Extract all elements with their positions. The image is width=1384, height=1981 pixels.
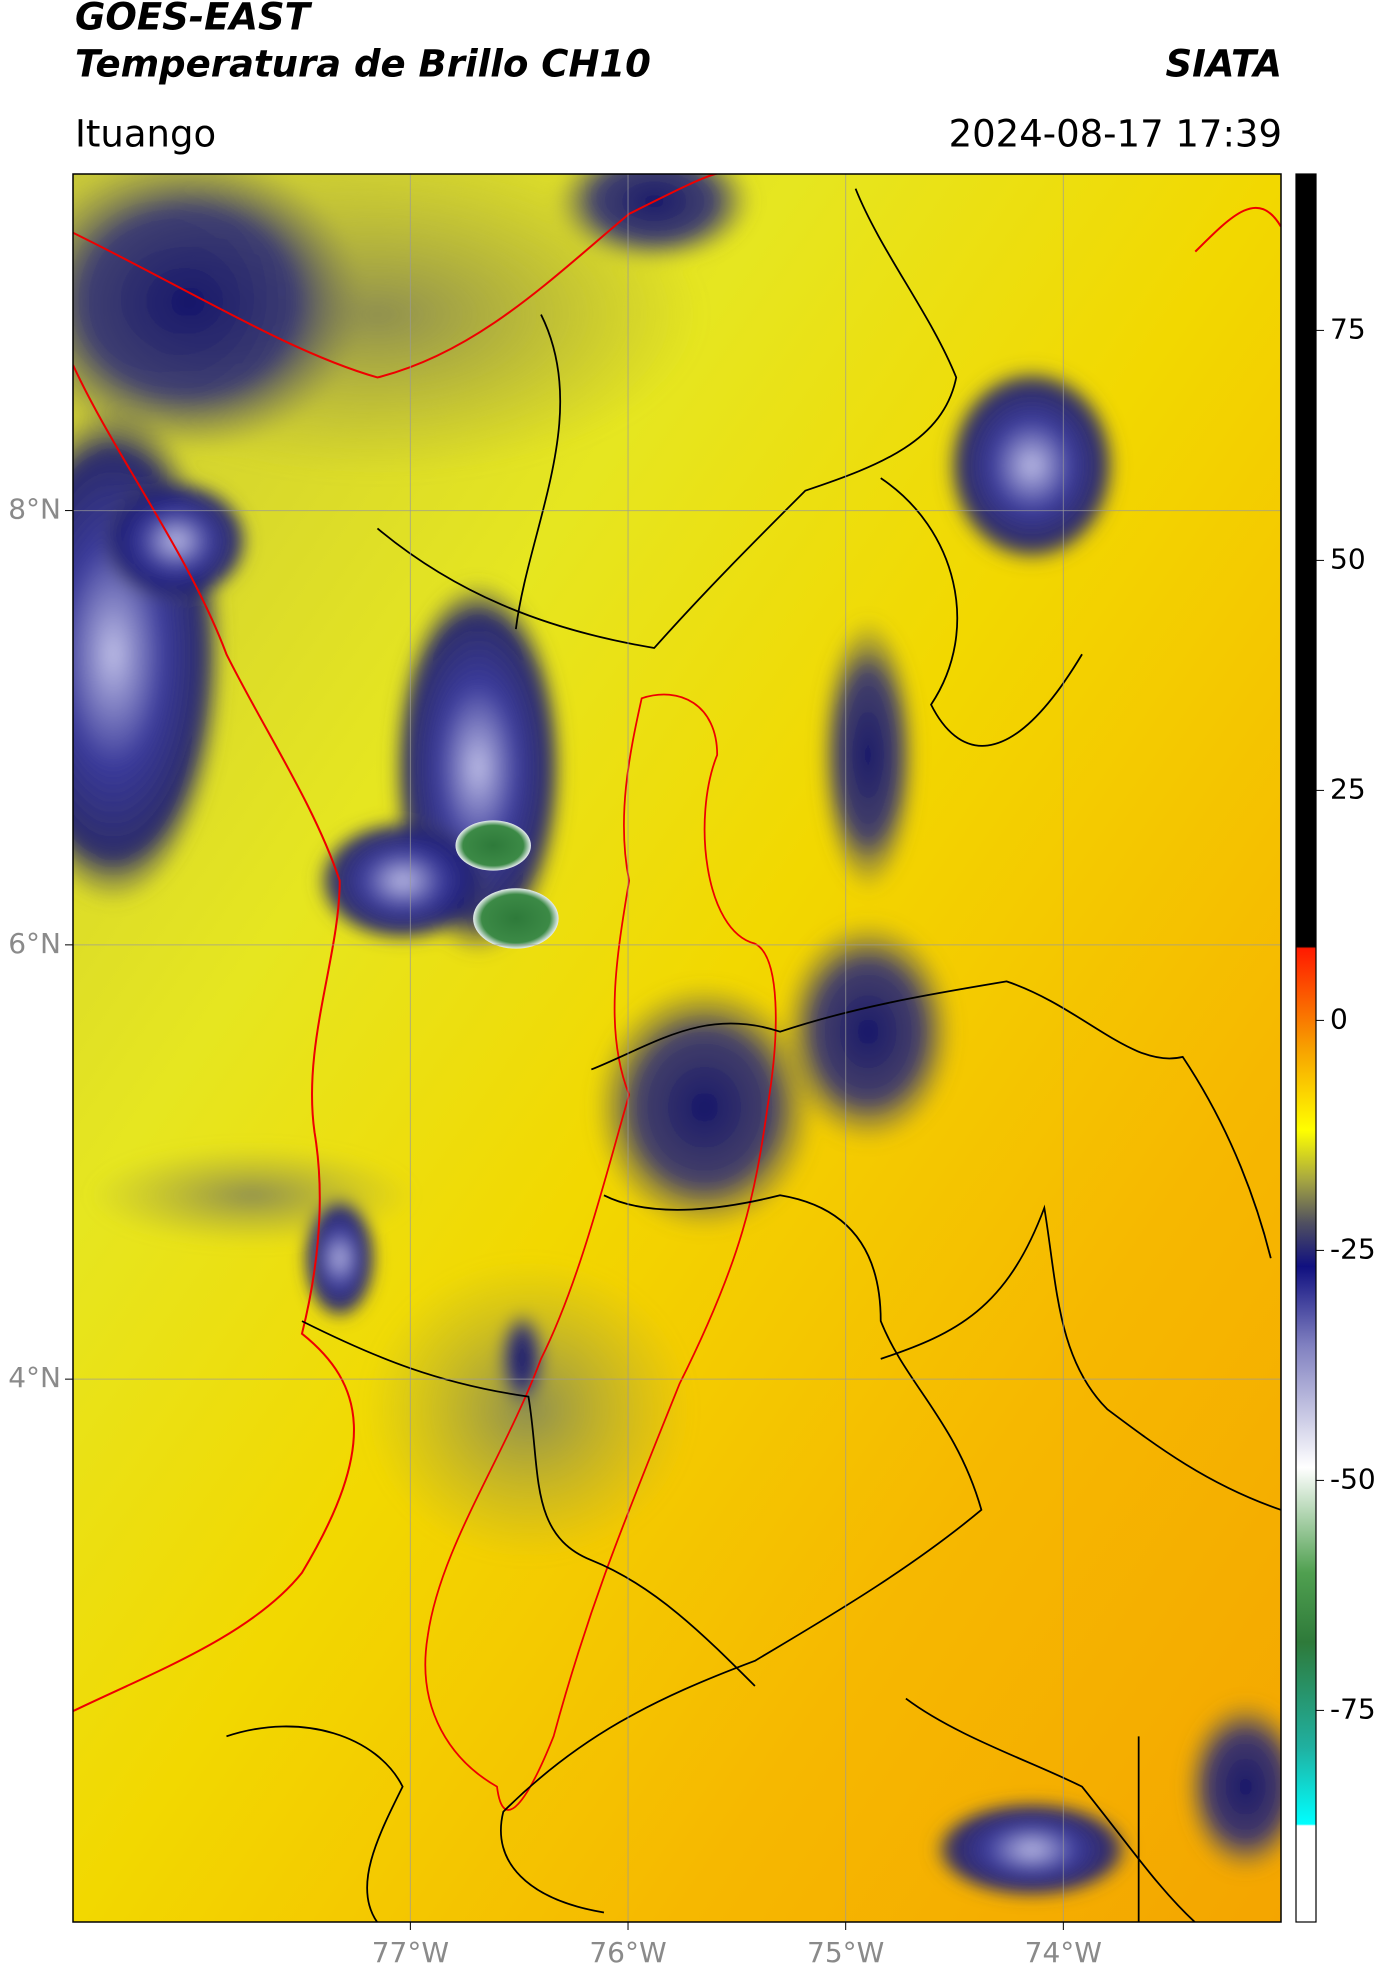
source: SIATA — [1165, 43, 1282, 86]
map-imagery — [72, 173, 1281, 1923]
lat-label: 8°N — [8, 493, 61, 526]
graticule — [73, 174, 1281, 1922]
colorbar-tick-label: 50 — [1330, 542, 1366, 575]
colorbar-tick-label: -75 — [1330, 1692, 1376, 1725]
lat-label: 6°N — [8, 927, 61, 960]
subtitle: Temperatura de Brillo CH10 — [75, 43, 651, 86]
colorbar-tick-label: -50 — [1330, 1462, 1376, 1495]
colorbar-tick-label: 25 — [1330, 772, 1366, 805]
location: Ituango — [75, 113, 216, 156]
title: GOES-EAST — [75, 0, 313, 39]
datetime: 2024-08-17 17:39 — [949, 113, 1282, 156]
map-frame — [72, 173, 1282, 1923]
lon-label: 74°W — [1025, 1936, 1102, 1969]
colorbar-tick-label: 0 — [1330, 1002, 1348, 1035]
lon-label: 76°W — [589, 1936, 666, 1969]
colorbar — [1295, 173, 1317, 1923]
lat-label: 4°N — [8, 1361, 61, 1394]
lon-label: 75°W — [807, 1936, 884, 1969]
lon-label: 77°W — [372, 1936, 449, 1969]
colorbar-tick-label: -25 — [1330, 1232, 1376, 1265]
colorbar-tick-label: 75 — [1330, 312, 1366, 345]
